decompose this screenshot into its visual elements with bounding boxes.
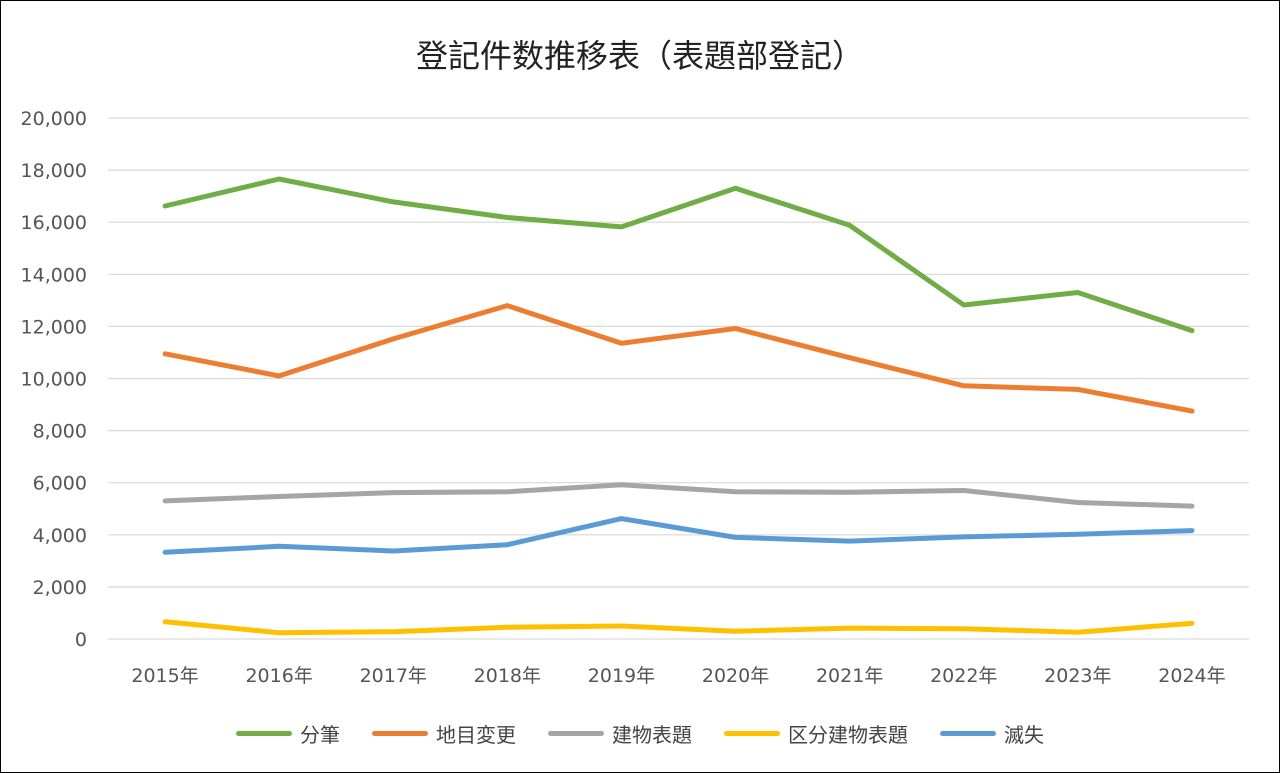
legend-swatch bbox=[372, 731, 428, 736]
y-tick-label: 18,000 bbox=[21, 160, 87, 182]
series-line bbox=[162, 176, 1195, 334]
y-tick-label: 2,000 bbox=[33, 577, 87, 599]
y-tick-label: 14,000 bbox=[21, 264, 87, 286]
x-tick-label: 2022年 bbox=[930, 665, 997, 687]
legend-item: 区分建物表題 bbox=[724, 719, 908, 748]
y-tick-label: 12,000 bbox=[21, 316, 87, 338]
line-chart: 0 2,000 4,000 6,000 8,000 10,000 12,000 14,000 1… bbox=[21, 108, 1249, 687]
x-tick-label: 2021年 bbox=[816, 665, 883, 687]
legend-label: 滅失 bbox=[1004, 723, 1044, 747]
legend-label: 区分建物表題 bbox=[788, 723, 908, 747]
legend-swatch bbox=[236, 731, 292, 736]
x-tick-label: 2018年 bbox=[474, 665, 541, 687]
legend-label: 地目変更 bbox=[436, 723, 516, 747]
y-tick-label: 8,000 bbox=[33, 421, 87, 443]
series-line bbox=[162, 482, 1195, 509]
legend-label: 建物表題 bbox=[612, 723, 692, 747]
x-tick-label: 2016年 bbox=[245, 665, 312, 687]
x-tick-label: 2023年 bbox=[1044, 665, 1111, 687]
legend-item: 分筆 bbox=[236, 719, 340, 748]
legend-item: 地目変更 bbox=[372, 719, 516, 748]
legend-item: 滅失 bbox=[940, 719, 1044, 748]
x-tick-label: 2024年 bbox=[1158, 665, 1225, 687]
legend-item: 建物表題 bbox=[548, 719, 692, 748]
y-tick-label: 6,000 bbox=[33, 473, 87, 495]
x-tick-label: 2017年 bbox=[360, 665, 427, 687]
legend-label: 分筆 bbox=[300, 723, 340, 747]
legend: 分筆 地目変更 建物表題 区分建物表題 滅失 bbox=[1, 719, 1279, 748]
y-tick-label: 16,000 bbox=[21, 212, 87, 234]
x-tick-label: 2019年 bbox=[588, 665, 655, 687]
chart-title: 登記件数推移表（表題部登記） bbox=[415, 37, 864, 75]
y-tick-label: 10,000 bbox=[21, 369, 87, 391]
legend-swatch bbox=[724, 731, 780, 736]
x-tick-label: 2020年 bbox=[702, 665, 769, 687]
series-line bbox=[162, 303, 1195, 414]
y-tick-label: 0 bbox=[75, 629, 87, 651]
y-tick-label: 4,000 bbox=[33, 525, 87, 547]
legend-swatch bbox=[548, 731, 604, 736]
series-line bbox=[162, 516, 1195, 555]
legend-swatch bbox=[940, 731, 996, 736]
series-line bbox=[162, 619, 1195, 636]
x-tick-label: 2015年 bbox=[131, 665, 198, 687]
y-tick-label: 20,000 bbox=[21, 108, 87, 130]
